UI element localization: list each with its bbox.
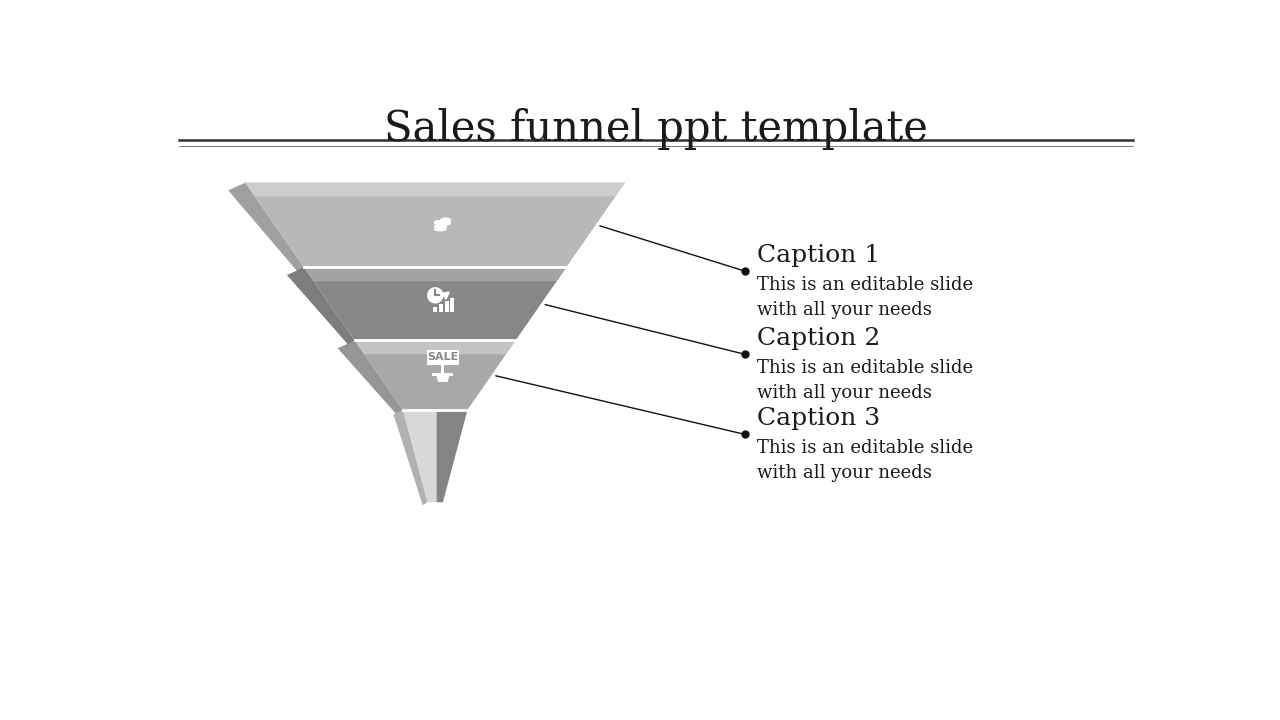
FancyBboxPatch shape bbox=[439, 304, 443, 312]
Text: Caption 1: Caption 1 bbox=[756, 243, 879, 266]
FancyBboxPatch shape bbox=[442, 364, 444, 373]
Ellipse shape bbox=[434, 224, 447, 228]
Polygon shape bbox=[393, 410, 428, 505]
Polygon shape bbox=[436, 410, 467, 503]
Polygon shape bbox=[303, 267, 566, 282]
FancyBboxPatch shape bbox=[434, 222, 447, 224]
FancyBboxPatch shape bbox=[445, 301, 449, 312]
Circle shape bbox=[428, 287, 444, 304]
FancyBboxPatch shape bbox=[440, 220, 451, 222]
Polygon shape bbox=[355, 341, 516, 410]
Text: Caption 3: Caption 3 bbox=[756, 407, 881, 430]
Polygon shape bbox=[287, 267, 355, 344]
Polygon shape bbox=[403, 410, 467, 503]
Text: SALE: SALE bbox=[428, 352, 458, 362]
Text: Caption 2: Caption 2 bbox=[756, 327, 881, 350]
Polygon shape bbox=[355, 341, 516, 354]
Polygon shape bbox=[246, 183, 625, 267]
FancyBboxPatch shape bbox=[433, 373, 453, 376]
Text: This is an editable slide
with all your needs: This is an editable slide with all your … bbox=[756, 439, 973, 482]
Polygon shape bbox=[338, 341, 403, 414]
Text: This is an editable slide
with all your needs: This is an editable slide with all your … bbox=[756, 359, 973, 402]
Ellipse shape bbox=[434, 220, 447, 224]
Polygon shape bbox=[228, 183, 303, 271]
Ellipse shape bbox=[440, 221, 451, 225]
Text: This is an editable slide
with all your needs: This is an editable slide with all your … bbox=[756, 276, 973, 319]
FancyBboxPatch shape bbox=[451, 298, 454, 312]
Polygon shape bbox=[303, 267, 566, 341]
Polygon shape bbox=[436, 376, 449, 382]
Polygon shape bbox=[246, 183, 625, 197]
Ellipse shape bbox=[434, 228, 447, 232]
Ellipse shape bbox=[440, 217, 451, 222]
FancyBboxPatch shape bbox=[426, 350, 460, 364]
FancyBboxPatch shape bbox=[434, 225, 447, 228]
Text: Sales funnel ppt template: Sales funnel ppt template bbox=[384, 108, 928, 150]
FancyBboxPatch shape bbox=[434, 307, 438, 312]
